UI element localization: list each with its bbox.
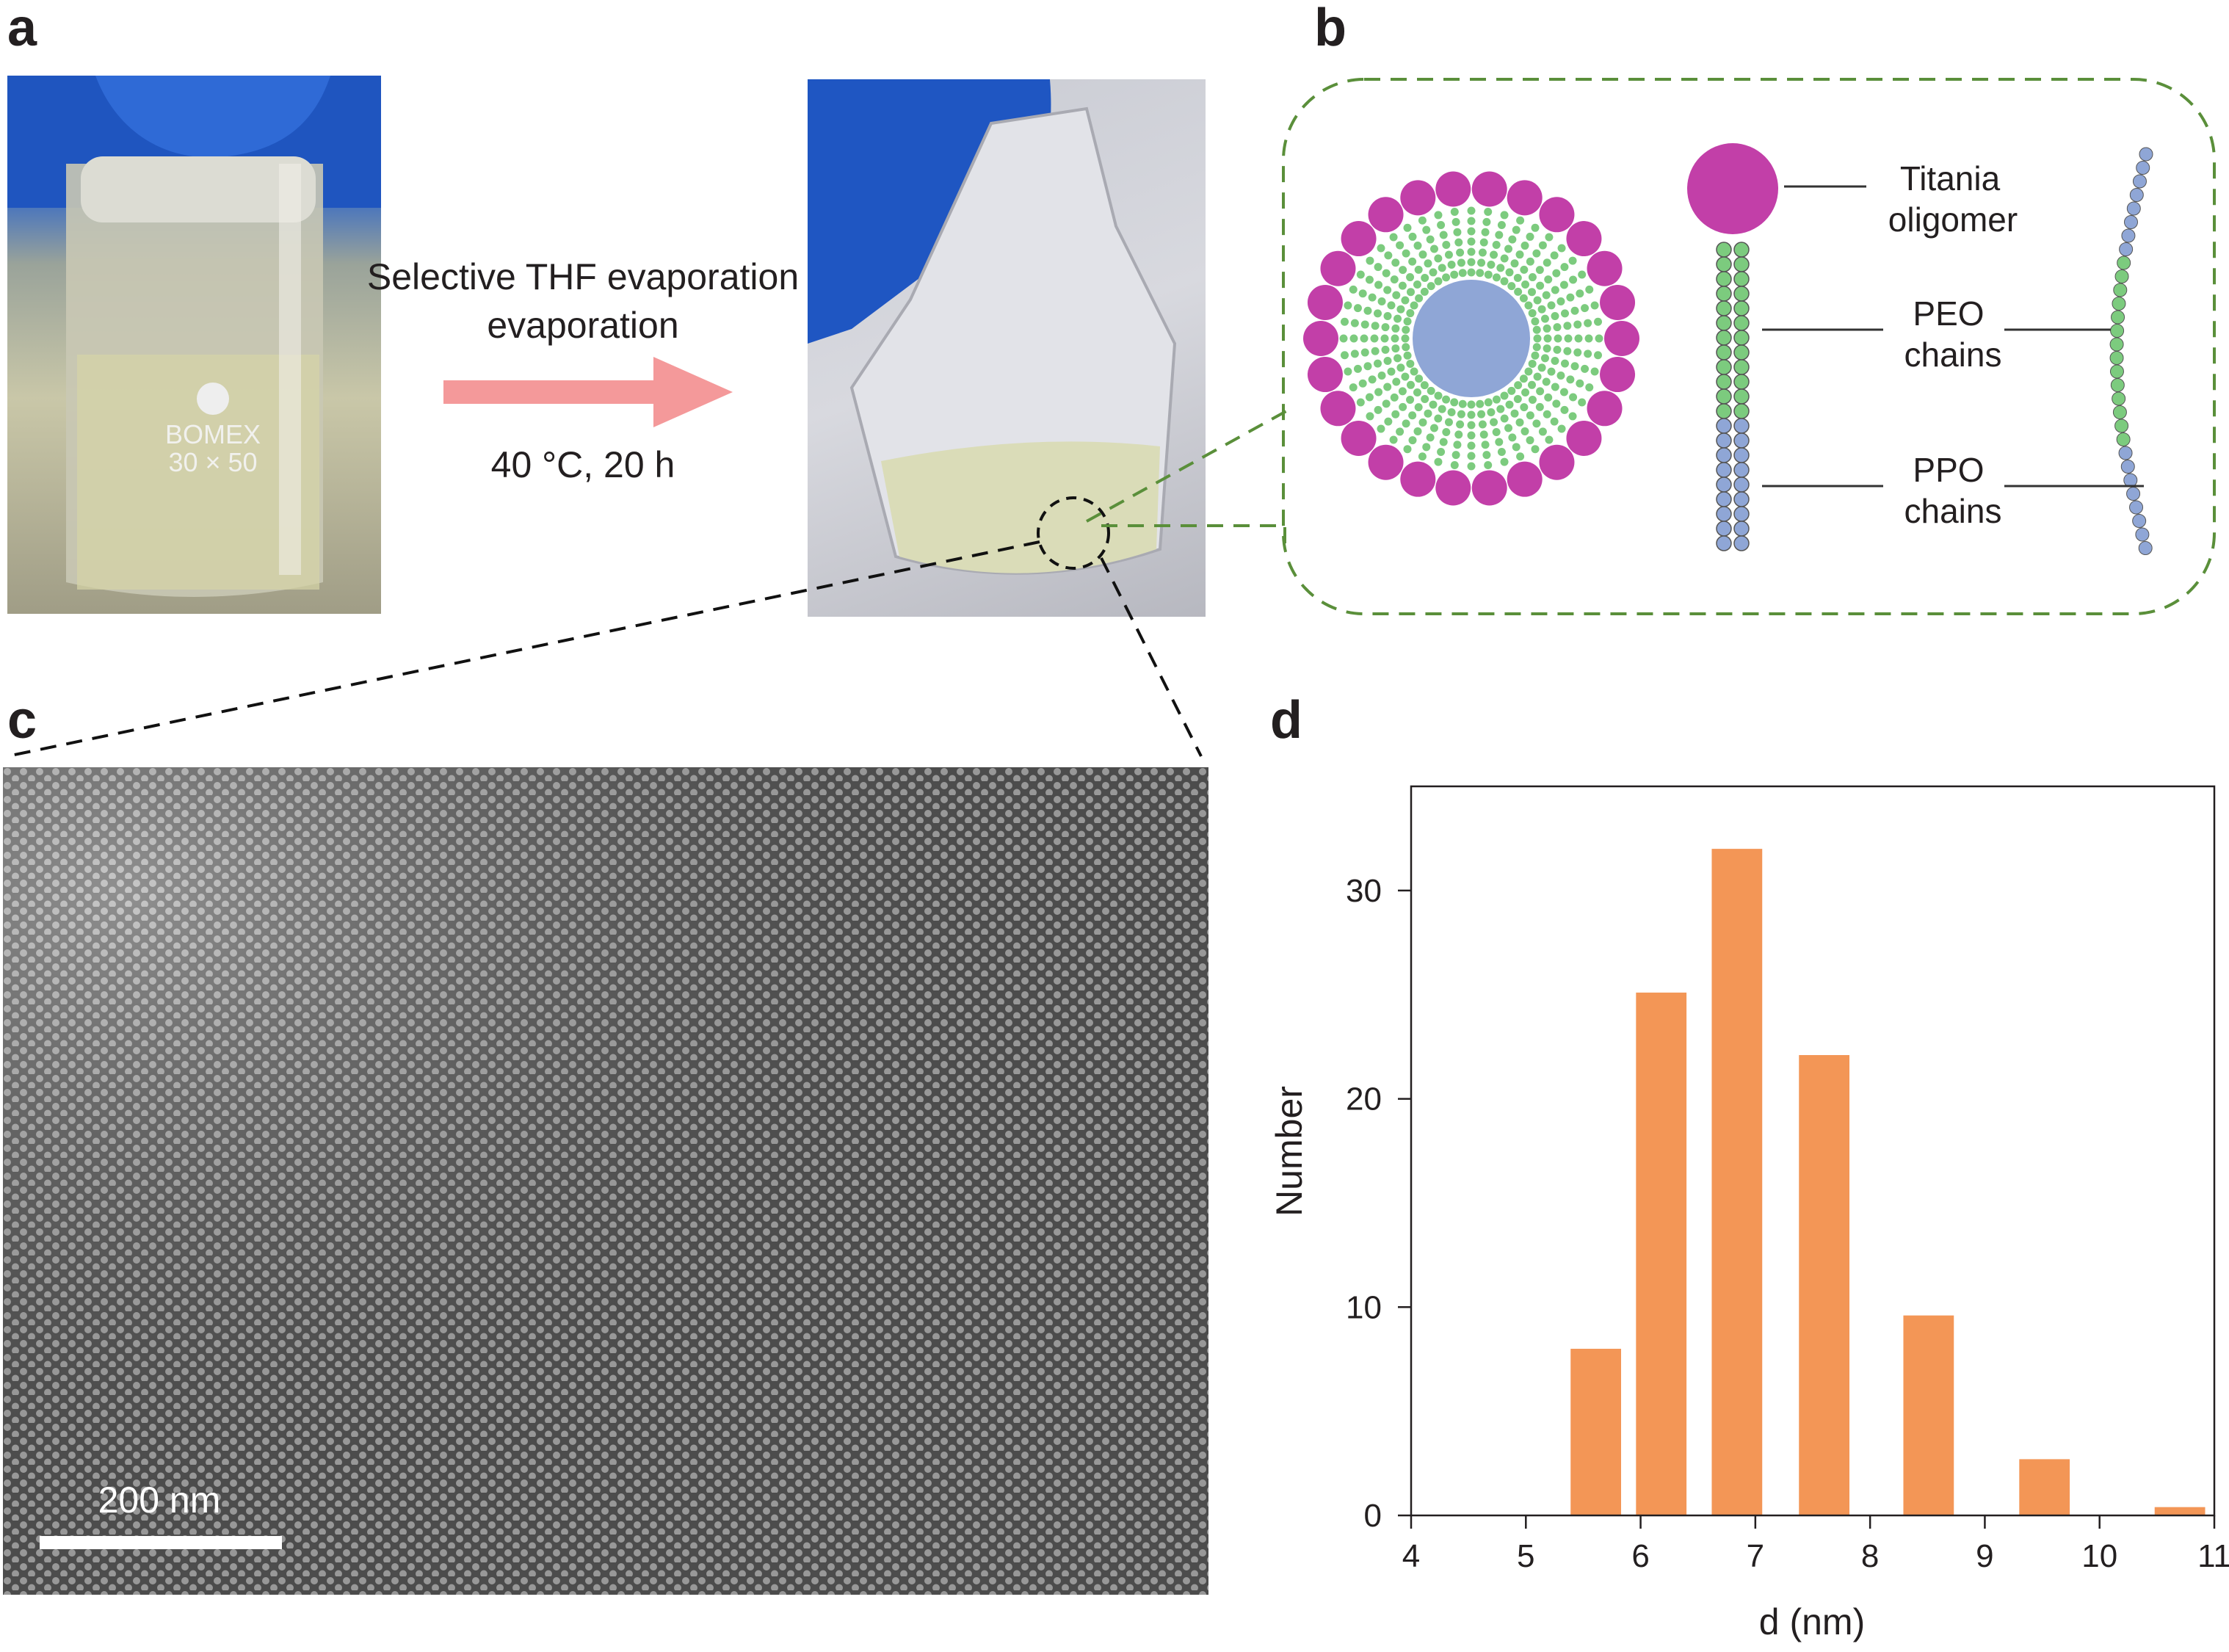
dashed-frame <box>1282 78 2216 615</box>
titania-sphere <box>1368 444 1404 480</box>
panel-label-c: c <box>7 691 37 750</box>
free-copolymer-chain-diagram <box>2109 147 2153 555</box>
scale-bar-label: 200 nm <box>98 1479 221 1521</box>
histogram-bar <box>1570 1349 1622 1515</box>
titania-sphere <box>1587 250 1623 286</box>
tem-micrograph <box>3 767 1208 1595</box>
plot-frame <box>1410 785 2216 1517</box>
histogram-bar <box>2154 1507 2206 1515</box>
titania-sphere <box>1307 357 1343 393</box>
titania-sphere <box>1507 461 1543 497</box>
y-axis-label: Number <box>1269 1086 1310 1217</box>
right-arrow-icon <box>443 357 733 427</box>
histogram-bar <box>1799 1054 1850 1515</box>
panel-label-d: d <box>1270 691 1302 750</box>
titania-label-1: Titania <box>1899 159 2001 198</box>
titania-sphere <box>1471 171 1507 207</box>
titania-sphere <box>1604 321 1639 356</box>
peo-label-2: chains <box>1904 336 2002 374</box>
titania-sphere <box>1435 171 1471 207</box>
titania-sphere <box>1400 461 1436 497</box>
micelle-schematic <box>1282 78 2216 615</box>
titania-sphere <box>1539 444 1575 480</box>
titania-sphere <box>1320 391 1356 427</box>
titania-sphere <box>1303 321 1338 356</box>
peo-label-1: PEO <box>1913 294 1985 333</box>
x-tick-label: 10 <box>2081 1538 2117 1574</box>
titania-sphere <box>1307 284 1343 320</box>
titania-sphere <box>1435 470 1471 506</box>
process-label-2: evaporation <box>487 305 679 346</box>
ppo-label-1: PPO <box>1913 451 1985 489</box>
titania-sphere <box>1368 197 1404 233</box>
beaker-photo: BOMEX 30 × 50 <box>7 76 381 614</box>
titania-sphere <box>1320 250 1356 286</box>
ppo-label-2: chains <box>1904 492 2002 530</box>
x-axis-label: d (nm) <box>1758 1601 1866 1642</box>
panel-label-b: b <box>1314 0 1347 57</box>
x-tick-label: 5 <box>1517 1538 1534 1574</box>
titania-sphere <box>1471 470 1507 506</box>
x-tick-label: 8 <box>1861 1538 1879 1574</box>
y-tick-label: 20 <box>1346 1082 1382 1117</box>
zoom-circle <box>1037 496 1110 570</box>
y-tick-label: 30 <box>1346 873 1382 909</box>
scale-bar <box>40 1536 282 1549</box>
panel-label-a: a <box>7 0 37 57</box>
titania-sphere <box>1507 180 1543 216</box>
titania-sphere <box>1566 420 1602 456</box>
titania-sphere <box>1600 284 1636 320</box>
conditions-label: 40 °C, 20 h <box>490 444 675 485</box>
x-tick-label: 6 <box>1631 1538 1649 1574</box>
x-tick-label: 7 <box>1747 1538 1764 1574</box>
titania-sphere <box>1400 180 1436 216</box>
titania-sphere <box>1341 420 1377 456</box>
x-tick-label: 11 <box>2197 1538 2229 1574</box>
titania-sphere <box>1539 197 1575 233</box>
process-label-1: Selective THF evaporation <box>366 256 800 297</box>
beaker-lettering: BOMEX 30 × 50 <box>164 419 261 477</box>
histogram-bar <box>1903 1315 1954 1515</box>
y-tick-label: 0 <box>1364 1498 1382 1534</box>
titania-sphere <box>1587 391 1623 427</box>
titania-sphere <box>1566 221 1602 257</box>
micelle-diagram <box>1303 171 1639 506</box>
copolymer-chain-diagram <box>1687 143 1778 551</box>
x-tick-label: 9 <box>1976 1538 1993 1574</box>
titania-sphere <box>1341 221 1377 257</box>
titania-sphere <box>1600 357 1636 393</box>
y-tick-label: 10 <box>1346 1289 1382 1325</box>
histogram-bar <box>2019 1459 2070 1515</box>
titania-label-2: oligomer <box>1888 200 2018 239</box>
x-tick-label: 4 <box>1402 1538 1420 1574</box>
histogram-bar <box>1636 992 1687 1515</box>
histogram-bar <box>1711 849 1763 1515</box>
